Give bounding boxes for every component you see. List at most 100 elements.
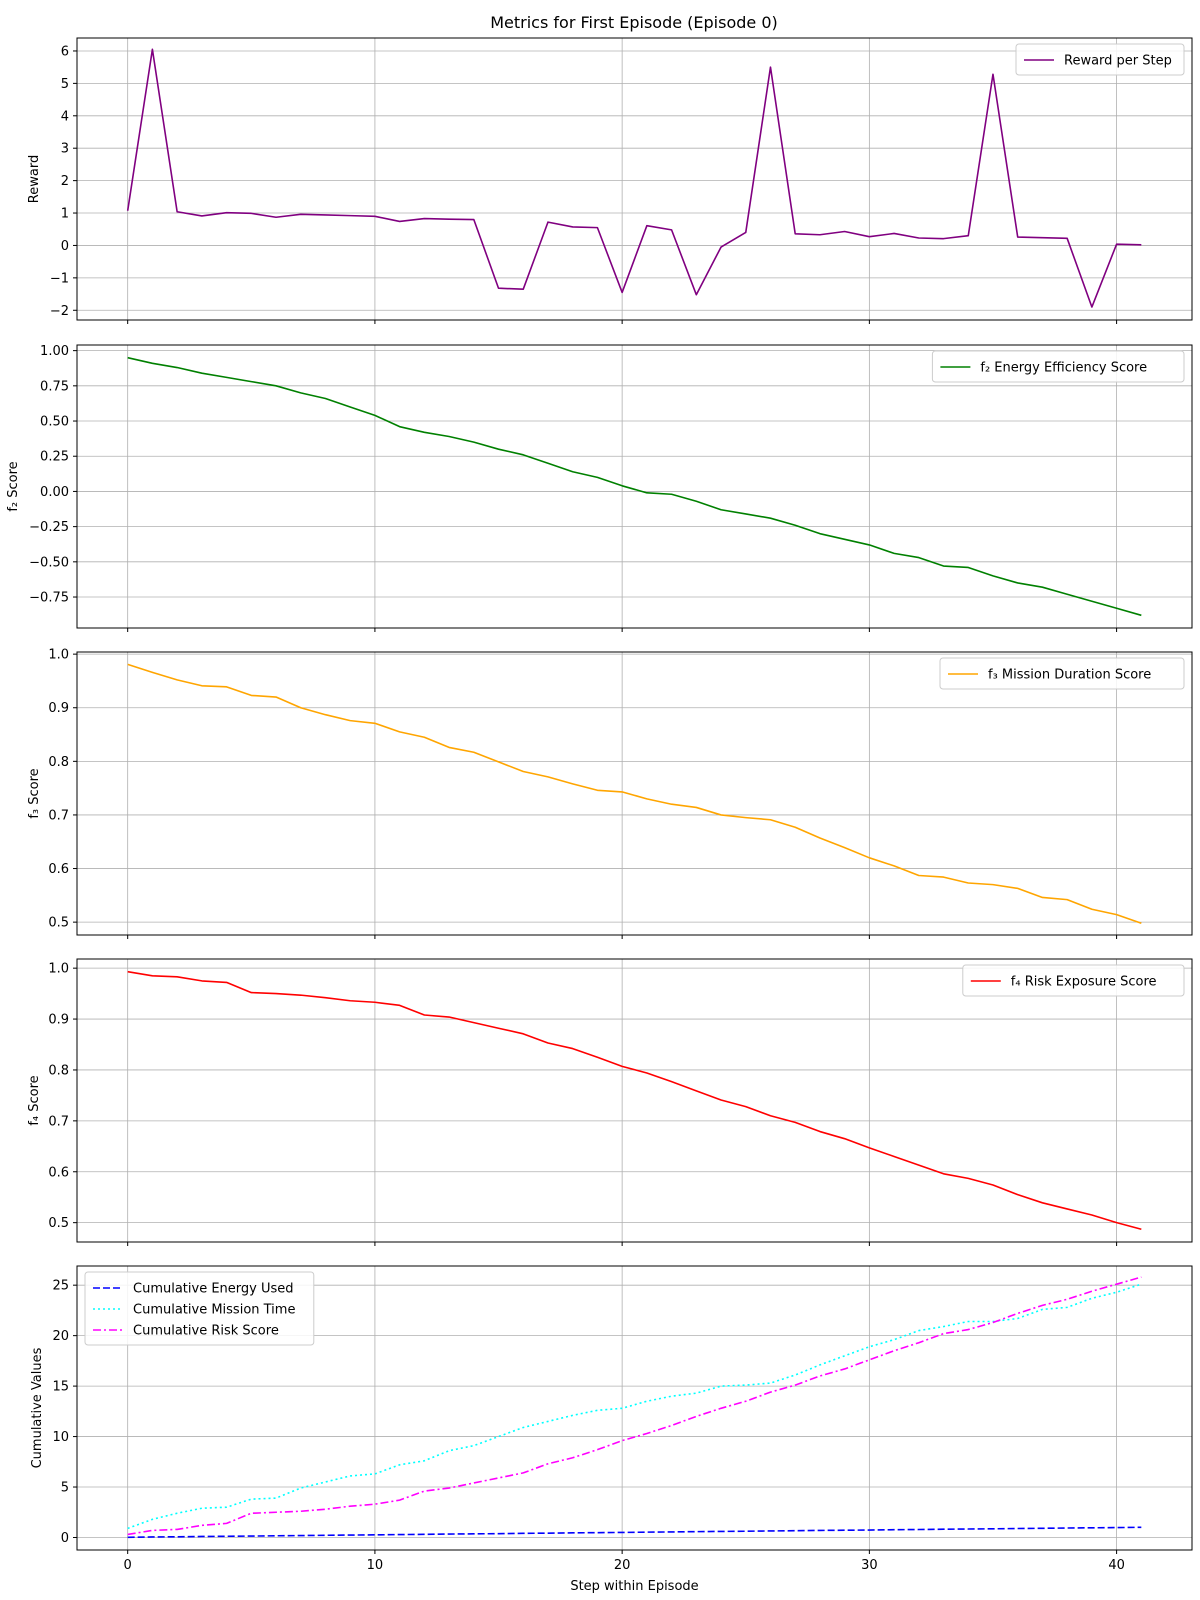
data-point	[547, 1463, 548, 1464]
data-point	[473, 219, 474, 220]
data-point	[968, 1528, 969, 1529]
y-tick-label: 20	[52, 1329, 69, 1344]
x-tick-label: 10	[367, 1558, 384, 1573]
data-point	[770, 1115, 771, 1116]
data-point	[622, 1440, 623, 1441]
y-tick-label: 3	[61, 142, 69, 157]
data-point	[350, 1506, 351, 1507]
data-point	[251, 1499, 252, 1500]
data-point	[819, 837, 820, 838]
data-point	[473, 1533, 474, 1534]
data-point	[1017, 888, 1018, 889]
data-point	[127, 210, 128, 211]
legend: f₄ Risk Exposure Score	[962, 964, 1185, 997]
data-point	[968, 567, 969, 568]
data-point	[893, 233, 894, 234]
data-point	[1091, 1298, 1092, 1299]
data-point	[201, 980, 202, 981]
data-point	[498, 1477, 499, 1478]
data-point	[251, 1535, 252, 1536]
data-point	[918, 557, 919, 558]
data-point	[918, 875, 919, 876]
data-point	[696, 807, 697, 808]
data-point	[448, 1487, 449, 1488]
y-tick-label: −0.50	[29, 555, 69, 570]
legend: f₃ Mission Duration Score	[939, 657, 1185, 690]
data-point	[720, 1099, 721, 1100]
data-point	[177, 1513, 178, 1514]
axes-frame	[76, 344, 1193, 629]
data-point	[819, 1530, 820, 1531]
data-point	[572, 1532, 573, 1533]
data-point	[152, 975, 153, 976]
data-point	[869, 1359, 870, 1360]
series-line-1	[127, 970, 1142, 1231]
data-point	[646, 1401, 647, 1402]
data-point	[547, 463, 548, 464]
data-point	[622, 791, 623, 792]
data-point	[770, 1382, 771, 1383]
data-point	[374, 415, 375, 416]
data-point	[819, 234, 820, 235]
data-point	[671, 229, 672, 230]
y-tick-label: 10	[52, 1430, 69, 1445]
data-point	[943, 565, 944, 566]
data-point	[844, 231, 845, 232]
data-point	[523, 289, 524, 290]
data-point	[992, 575, 993, 576]
data-point	[399, 731, 400, 732]
data-point	[226, 686, 227, 687]
y-tick-label: −1	[50, 271, 69, 286]
data-point	[869, 236, 870, 237]
y-tick-label: 6	[61, 44, 69, 59]
x-tick-label: 40	[1108, 1558, 1125, 1573]
data-point	[300, 214, 301, 215]
data-point	[992, 1322, 993, 1323]
data-point	[992, 884, 993, 885]
legend-label: Cumulative Energy Used	[133, 1282, 294, 1297]
data-point	[350, 1475, 351, 1476]
data-point	[597, 1410, 598, 1411]
data-point	[152, 672, 153, 673]
data-point	[399, 426, 400, 427]
legend: Cumulative Energy Used Cumulative Mission…	[84, 1271, 315, 1346]
data-point	[350, 1534, 351, 1535]
data-point	[918, 1529, 919, 1530]
data-point	[201, 373, 202, 374]
data-point	[1116, 608, 1117, 609]
series-line-1	[127, 1526, 1142, 1539]
panel-3: 0.5 0.6 0.7 0.8 0.9 1.0 f₃ Score f₃ Mission Dur…	[27, 648, 1193, 939]
data-point	[473, 1482, 474, 1483]
y-tick-label: −2	[50, 304, 69, 319]
data-point	[918, 237, 919, 238]
data-point	[1042, 1528, 1043, 1529]
data-point	[795, 1384, 796, 1385]
data-point	[720, 509, 721, 510]
data-point	[448, 219, 449, 220]
data-point	[646, 1532, 647, 1533]
data-point	[300, 1535, 301, 1536]
y-tick-label: 4	[61, 109, 69, 124]
data-point	[1067, 1208, 1068, 1209]
data-point	[1042, 1202, 1043, 1203]
y-tick-label: 0.9	[48, 1013, 69, 1028]
data-point	[1067, 1527, 1068, 1528]
data-point	[127, 1537, 128, 1538]
data-point	[770, 67, 771, 68]
y-tick-label: 0.6	[48, 862, 69, 877]
y-tick-label: 0.5	[48, 1216, 69, 1231]
data-point	[572, 1457, 573, 1458]
data-point	[795, 1374, 796, 1375]
data-point	[968, 882, 969, 883]
data-point	[399, 1534, 400, 1535]
legend-box	[962, 964, 1185, 997]
data-point	[1116, 914, 1117, 915]
y-tick-label: 0.9	[48, 701, 69, 716]
data-point	[795, 525, 796, 526]
data-point	[226, 1536, 227, 1537]
data-point	[201, 1508, 202, 1509]
data-point	[300, 392, 301, 393]
y-tick-label: 0.7	[48, 808, 69, 823]
